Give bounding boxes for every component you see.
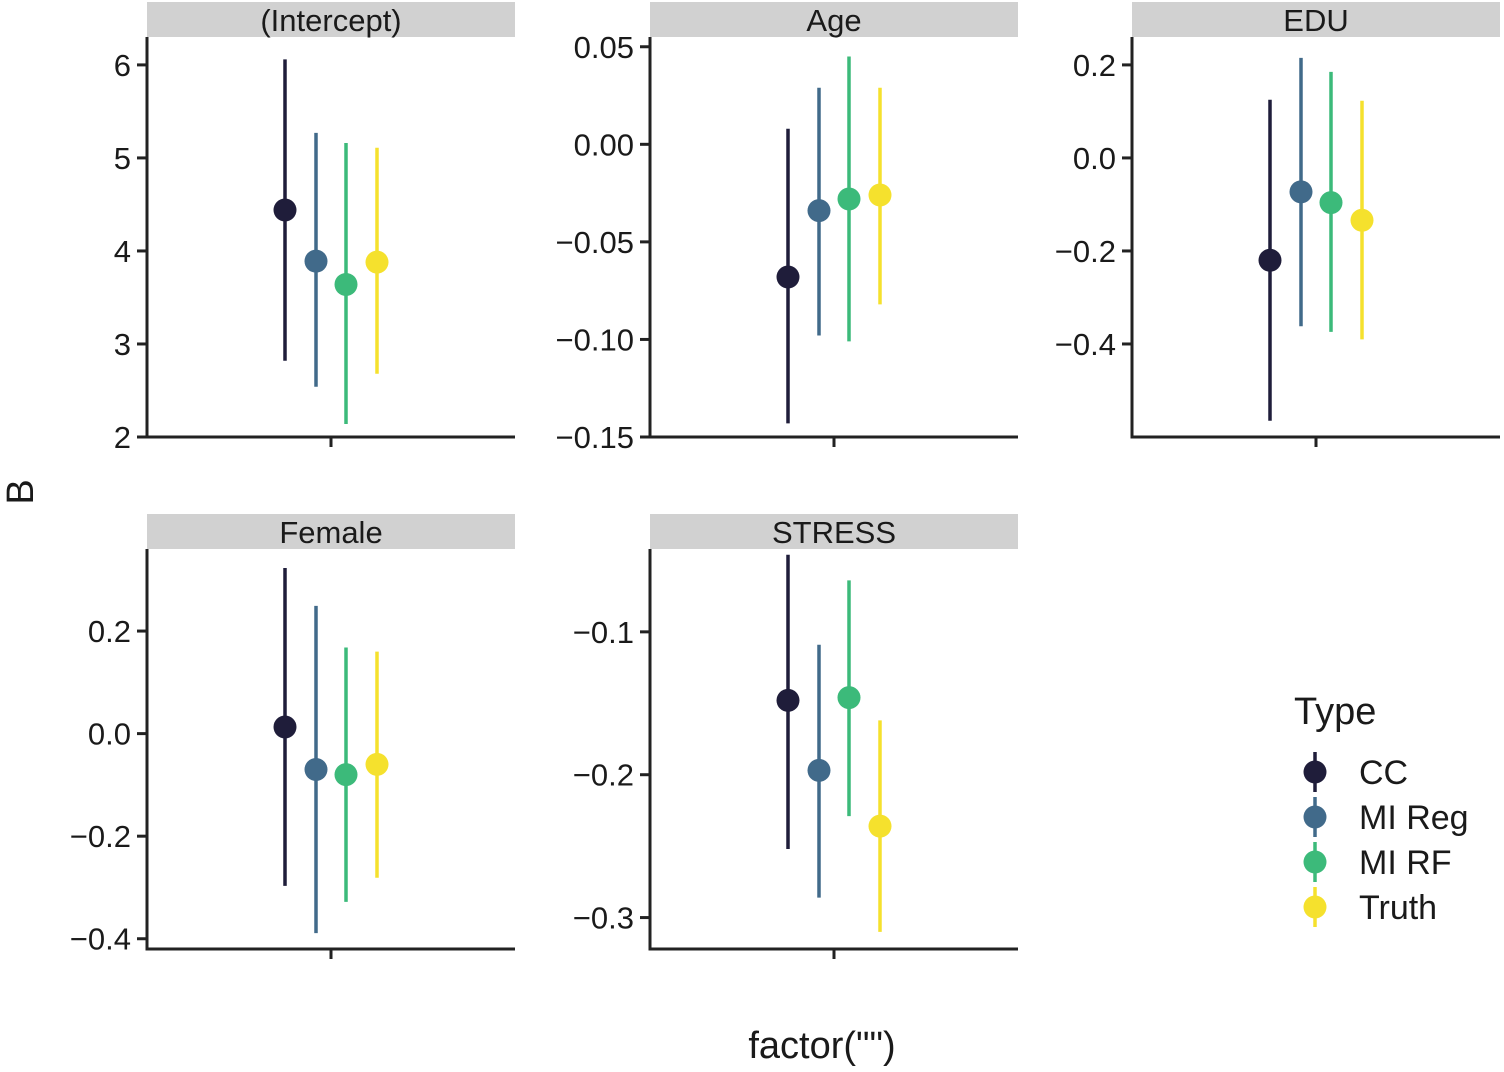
y-tick-label: 0.05	[574, 30, 634, 65]
point-mi-reg	[807, 758, 831, 782]
y-tick-label: −0.4	[70, 922, 131, 957]
point-mi-reg	[807, 199, 831, 223]
point-mi-rf	[837, 686, 861, 710]
point-cc	[1258, 248, 1282, 272]
point-truth	[868, 183, 892, 207]
point-mi-reg	[304, 758, 328, 782]
point-mi-rf	[334, 763, 358, 787]
y-tick-label: 6	[114, 48, 131, 83]
facet-strip-title: STRESS	[772, 515, 896, 550]
facet-strip	[650, 2, 1018, 37]
facet-strip	[147, 2, 515, 37]
y-tick-label: 2	[114, 420, 131, 455]
point-truth	[365, 752, 389, 776]
y-tick-label: 0.2	[88, 614, 131, 649]
y-tick-label: 0.0	[88, 717, 131, 752]
legend-key-point	[1303, 760, 1327, 784]
y-tick-label: 3	[114, 327, 131, 362]
point-mi-rf	[1319, 191, 1343, 215]
legend-key-truth: Truth	[1303, 887, 1437, 927]
facet-panel-3: EDU −0.4 −0.2 0.0 0.2	[1055, 2, 1500, 447]
y-tick-label: −0.2	[573, 758, 634, 793]
legend-key-cc: CC	[1303, 752, 1408, 792]
y-tick-label: −0.15	[556, 420, 634, 455]
point-truth	[1350, 208, 1374, 232]
point-mi-reg	[1289, 180, 1313, 204]
legend-label: MI Reg	[1359, 799, 1469, 837]
y-axis-title: B	[0, 479, 42, 504]
legend: Type CC MI Reg MI RF Truth	[1294, 691, 1469, 927]
legend-key-point	[1303, 850, 1327, 874]
facet-panel-2: Age −0.15 −0.10 −0.05 0.00 0.05	[556, 2, 1018, 455]
y-tick-label: 5	[114, 141, 131, 176]
legend-key-mi-reg: MI Reg	[1303, 797, 1469, 837]
facet-panel-4: Female −0.4 −0.2 0.0 0.2	[70, 514, 515, 959]
y-tick-label: 0.00	[574, 127, 634, 162]
legend-label: Truth	[1359, 889, 1437, 927]
point-truth	[365, 250, 389, 274]
legend-title: Type	[1294, 691, 1376, 733]
y-tick-label: 0.0	[1073, 141, 1116, 176]
x-axis-title: factor("")	[748, 1025, 895, 1067]
legend-key-point	[1303, 895, 1327, 919]
legend-key-point	[1303, 805, 1327, 829]
point-cc	[776, 688, 800, 712]
y-tick-label: −0.4	[1055, 327, 1116, 362]
facet-strip	[147, 514, 515, 549]
facet-strip-title: (Intercept)	[260, 3, 401, 38]
facet-strip	[1132, 2, 1500, 37]
facet-strip-title: Age	[806, 3, 861, 38]
point-mi-reg	[304, 249, 328, 273]
point-cc	[776, 265, 800, 289]
point-mi-rf	[837, 187, 861, 211]
facet-strip	[650, 514, 1018, 549]
y-tick-label: −0.3	[573, 901, 634, 936]
point-cc	[273, 198, 297, 222]
y-tick-label: −0.2	[1055, 234, 1116, 269]
legend-key-mi-rf: MI RF	[1303, 842, 1452, 882]
facet-panels: (Intercept) 2 3 4 5 6 Age −0.15 −0.10 −0.05 0.00 0.…	[70, 2, 1500, 959]
point-cc	[273, 715, 297, 739]
point-mi-rf	[334, 272, 358, 296]
facet-panel-1: (Intercept) 2 3 4 5 6	[114, 2, 515, 455]
y-tick-label: −0.1	[573, 615, 634, 650]
facet-panel-5: STRESS −0.3 −0.2 −0.1	[573, 514, 1018, 959]
y-tick-label: −0.2	[70, 819, 131, 854]
y-tick-label: 0.2	[1073, 48, 1116, 83]
facet-strip-title: Female	[279, 515, 382, 550]
legend-label: MI RF	[1359, 844, 1452, 882]
facet-strip-title: EDU	[1283, 3, 1348, 38]
y-tick-label: 4	[114, 234, 131, 269]
point-truth	[868, 814, 892, 838]
y-tick-label: −0.05	[556, 225, 634, 260]
legend-label: CC	[1359, 754, 1408, 792]
legend-keys: CC MI Reg MI RF Truth	[1303, 752, 1469, 927]
y-tick-label: −0.10	[556, 322, 634, 357]
